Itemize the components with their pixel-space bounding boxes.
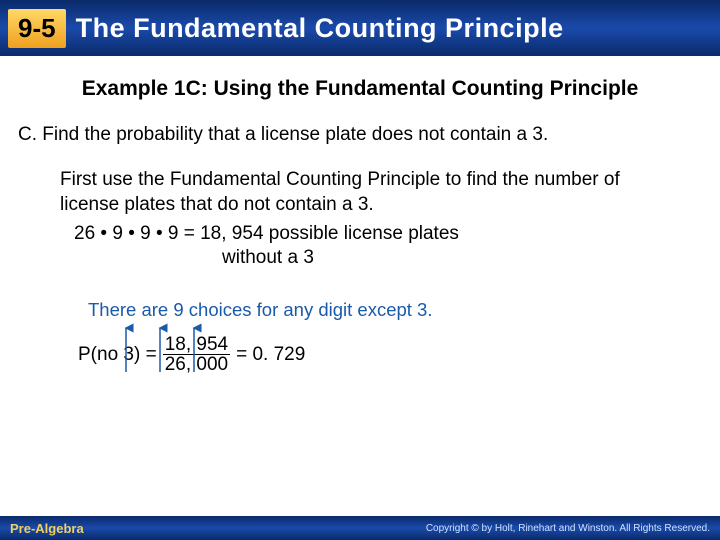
footer-copyright: Copyright © by Holt, Rinehart and Winsto… [426,523,710,534]
footer-bar: Pre-Algebra Copyright © by Holt, Rinehar… [0,516,720,540]
fraction-denominator: 26, 000 [163,355,230,374]
probability-label: P(no 3) = [78,344,157,366]
calculation-expression: 26 • 9 • 9 • 9 = 18, 954 possible licens… [74,222,720,247]
blue-annotation: There are 9 choices for any digit except… [88,299,720,321]
probability-result: = 0. 729 [236,344,305,366]
problem-statement: C. Find the probability that a license p… [18,124,720,146]
probability-fraction: 18, 954 26, 000 [163,335,230,374]
header-bar: 9-5 The Fundamental Counting Principle [0,0,720,56]
header-title: The Fundamental Counting Principle [76,13,564,44]
probability-line: P(no 3) = 18, 954 26, 000 = 0. 729 [78,335,720,374]
example-title: Example 1C: Using the Fundamental Counti… [0,76,720,102]
calculation-tail: without a 3 [222,246,720,271]
explanation-text: First use the Fundamental Counting Princ… [60,168,720,217]
footer-course-label: Pre-Algebra [10,521,84,536]
fraction-numerator: 18, 954 [163,335,230,355]
section-number-badge: 9-5 [8,9,66,48]
